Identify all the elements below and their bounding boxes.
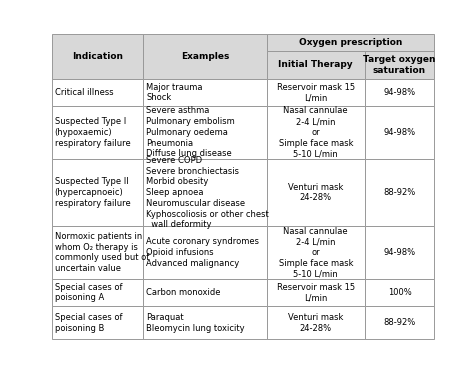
Bar <box>52 79 143 106</box>
Text: Venturi mask
24-28%: Venturi mask 24-28% <box>288 183 344 202</box>
Bar <box>143 79 267 106</box>
Bar <box>52 227 143 279</box>
Bar <box>143 159 267 227</box>
Bar <box>267 227 365 279</box>
Text: Normoxic patients in
whom O₂ therapy is
commonly used but of
uncertain value: Normoxic patients in whom O₂ therapy is … <box>55 232 149 273</box>
Text: Initial Therapy: Initial Therapy <box>278 60 353 69</box>
Bar <box>267 279 365 307</box>
Text: Examples: Examples <box>181 52 229 61</box>
Text: Suspected Type I
(hypoxaemic)
respiratory failure: Suspected Type I (hypoxaemic) respirator… <box>55 117 130 148</box>
Text: Critical illness: Critical illness <box>55 88 113 97</box>
Bar <box>143 307 267 339</box>
Text: Suspected Type II
(hypercapnoeic)
respiratory failure: Suspected Type II (hypercapnoeic) respir… <box>55 177 130 208</box>
Bar <box>143 34 267 79</box>
Bar <box>143 279 267 307</box>
Bar <box>267 159 365 227</box>
Bar <box>143 106 267 159</box>
Text: Nasal cannulae
2-4 L/min
or
Simple face mask
5-10 L/min: Nasal cannulae 2-4 L/min or Simple face … <box>279 106 353 158</box>
Bar <box>365 279 434 307</box>
Text: Major trauma
Shock: Major trauma Shock <box>146 83 202 102</box>
Text: Special cases of
poisoning B: Special cases of poisoning B <box>55 313 122 332</box>
Text: 94-98%: 94-98% <box>383 128 416 137</box>
Text: Acute coronary syndromes
Opioid infusions
Advanced malignancy: Acute coronary syndromes Opioid infusion… <box>146 237 259 268</box>
Bar <box>52 307 143 339</box>
Bar <box>365 159 434 227</box>
Bar <box>52 279 143 307</box>
Text: Venturi mask
24-28%: Venturi mask 24-28% <box>288 313 344 332</box>
Text: Reservoir mask 15
L/min: Reservoir mask 15 L/min <box>277 283 355 303</box>
Text: Nasal cannulae
2-4 L/min
or
Simple face mask
5-10 L/min: Nasal cannulae 2-4 L/min or Simple face … <box>279 227 353 279</box>
Bar <box>267 51 365 79</box>
Text: Paraquat
Bleomycin lung toxicity: Paraquat Bleomycin lung toxicity <box>146 313 245 332</box>
Text: Severe COPD
Severe bronchiectasis
Morbid obesity
Sleep apnoea
Neuromuscular dise: Severe COPD Severe bronchiectasis Morbid… <box>146 156 269 229</box>
Bar <box>52 34 143 79</box>
Bar <box>267 34 434 51</box>
Bar <box>52 106 143 159</box>
Text: 94-98%: 94-98% <box>383 88 416 97</box>
Bar <box>267 79 365 106</box>
Text: 88-92%: 88-92% <box>383 188 416 197</box>
Bar <box>365 79 434 106</box>
Bar <box>365 307 434 339</box>
Text: 88-92%: 88-92% <box>383 318 416 327</box>
Text: Special cases of
poisoning A: Special cases of poisoning A <box>55 283 122 303</box>
Text: Reservoir mask 15
L/min: Reservoir mask 15 L/min <box>277 83 355 102</box>
Text: Indication: Indication <box>72 52 123 61</box>
Text: Target oxygen
saturation: Target oxygen saturation <box>363 55 436 75</box>
Text: 94-98%: 94-98% <box>383 248 416 257</box>
Text: 100%: 100% <box>388 288 411 297</box>
Text: Oxygen prescription: Oxygen prescription <box>299 38 402 47</box>
Bar <box>365 51 434 79</box>
Bar <box>267 307 365 339</box>
Bar <box>52 159 143 227</box>
Bar <box>365 106 434 159</box>
Bar <box>143 227 267 279</box>
Bar <box>365 227 434 279</box>
Text: Carbon monoxide: Carbon monoxide <box>146 288 220 297</box>
Bar <box>267 106 365 159</box>
Text: Severe asthma
Pulmonary embolism
Pulmonary oedema
Pneumonia
Diffuse lung disease: Severe asthma Pulmonary embolism Pulmona… <box>146 106 235 158</box>
